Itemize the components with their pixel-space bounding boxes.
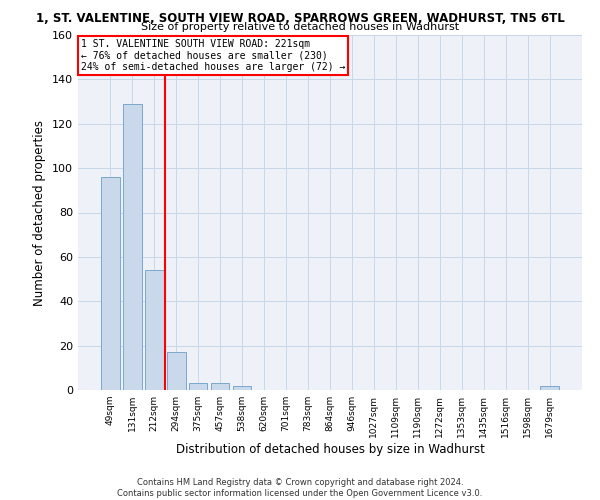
X-axis label: Distribution of detached houses by size in Wadhurst: Distribution of detached houses by size … [176,442,484,456]
Text: 1 ST. VALENTINE SOUTH VIEW ROAD: 221sqm
← 76% of detached houses are smaller (23: 1 ST. VALENTINE SOUTH VIEW ROAD: 221sqm … [80,38,345,72]
Bar [211,384,229,390]
Text: Size of property relative to detached houses in Wadhurst: Size of property relative to detached ho… [141,22,459,32]
Y-axis label: Number of detached properties: Number of detached properties [34,120,46,306]
Text: Contains HM Land Registry data © Crown copyright and database right 2024.
Contai: Contains HM Land Registry data © Crown c… [118,478,482,498]
Bar [189,384,208,390]
Text: 1, ST. VALENTINE, SOUTH VIEW ROAD, SPARROWS GREEN, WADHURST, TN5 6TL: 1, ST. VALENTINE, SOUTH VIEW ROAD, SPARR… [35,12,565,26]
Bar [145,270,164,390]
Bar [233,386,251,390]
Bar [541,386,559,390]
Bar [101,177,119,390]
Bar [167,352,185,390]
Bar [123,104,142,390]
